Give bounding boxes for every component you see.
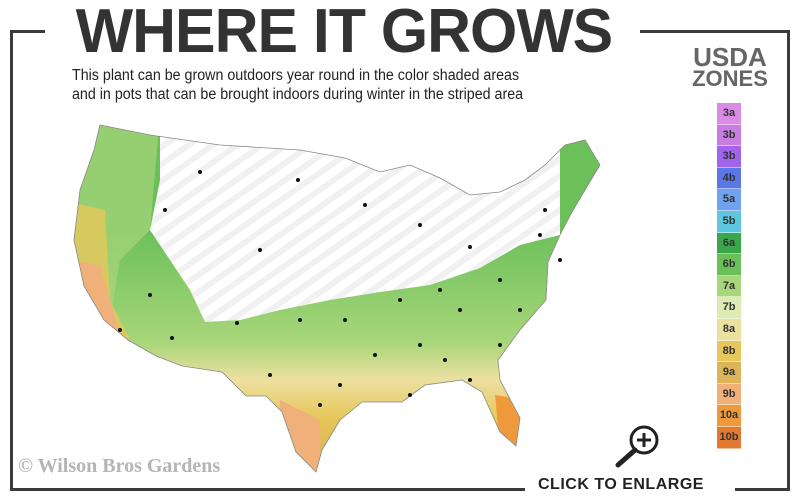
city-dot xyxy=(363,203,367,207)
legend-zone-10b: 10b xyxy=(717,426,741,449)
city-dot xyxy=(163,208,167,212)
frame-top-left xyxy=(10,30,45,33)
legend-title-line-1: USDA xyxy=(693,42,767,72)
city-dot xyxy=(170,336,174,340)
city-dot xyxy=(408,393,412,397)
subtitle-line-2: and in pots that can be brought indoors … xyxy=(72,86,524,103)
city-dot xyxy=(468,378,472,382)
city-dot xyxy=(148,293,152,297)
city-markers xyxy=(118,170,562,407)
city-dot xyxy=(268,373,272,377)
city-dot xyxy=(298,318,302,322)
city-dot xyxy=(118,328,122,332)
legend-zone-6b: 6b xyxy=(717,254,741,276)
page-title: WHERE IT GROWS xyxy=(75,0,613,66)
city-dot xyxy=(468,245,472,249)
legend-zone-9b: 9b xyxy=(717,383,741,406)
legend-zone-8a: 8a xyxy=(717,318,741,341)
copyright-watermark: © Wilson Bros Gardens xyxy=(18,455,221,477)
city-dot xyxy=(418,343,422,347)
city-dot xyxy=(338,383,342,387)
city-dot xyxy=(438,288,442,292)
legend-zone-8b: 8b xyxy=(717,340,741,363)
legend-zone-7b: 7b xyxy=(717,297,741,319)
legend-zone-10a: 10a xyxy=(717,405,741,427)
city-dot xyxy=(318,403,322,407)
frame-top-right xyxy=(640,30,790,33)
frame-right xyxy=(787,30,790,491)
city-dot xyxy=(443,358,447,362)
legend-zone-6a: 6a xyxy=(717,232,741,255)
us-hardiness-map[interactable] xyxy=(60,115,620,475)
city-dot xyxy=(373,353,377,357)
city-dot xyxy=(543,208,547,212)
city-dot xyxy=(258,248,262,252)
city-dot xyxy=(235,321,239,325)
legend-title-line-2: ZONES xyxy=(692,66,768,91)
legend-zone-4b: 4b xyxy=(717,167,741,190)
legend-zone-7a: 7a xyxy=(717,275,741,298)
city-dot xyxy=(538,233,542,237)
city-dot xyxy=(398,298,402,302)
legend-title: USDA ZONES xyxy=(680,42,780,91)
legend-zone-3b: 3b xyxy=(717,124,741,147)
legend-zone-3b: 3b xyxy=(717,146,741,168)
city-dot xyxy=(198,170,202,174)
city-dot xyxy=(343,318,347,322)
city-dot xyxy=(418,223,422,227)
frame-bottom-right xyxy=(735,488,790,491)
legend-zone-9a: 9a xyxy=(717,362,741,384)
subtitle-line-1: This plant can be grown outdoors year ro… xyxy=(72,67,520,84)
city-dot xyxy=(498,343,502,347)
city-dot xyxy=(518,308,522,312)
magnifier-plus-icon[interactable] xyxy=(608,422,664,468)
usda-zone-legend: 3a 3b 3b 4b 5a 5b 6a 6b 7a 7b 8a 8b 9a 9b 10a 10b xyxy=(717,103,741,449)
frame-bottom-left xyxy=(10,488,525,491)
city-dot xyxy=(558,258,562,262)
city-dot xyxy=(458,308,462,312)
subtitle: This plant can be grown outdoors year ro… xyxy=(72,66,661,104)
city-dot xyxy=(498,278,502,282)
legend-zone-5a: 5a xyxy=(717,189,741,211)
frame-left xyxy=(10,30,13,491)
click-to-enlarge-link[interactable]: CLICK TO ENLARGE xyxy=(538,476,704,493)
legend-zone-5b: 5b xyxy=(717,210,741,233)
city-dot xyxy=(296,178,300,182)
zone-shading xyxy=(74,125,600,472)
legend-zone-3a: 3a xyxy=(717,103,741,125)
